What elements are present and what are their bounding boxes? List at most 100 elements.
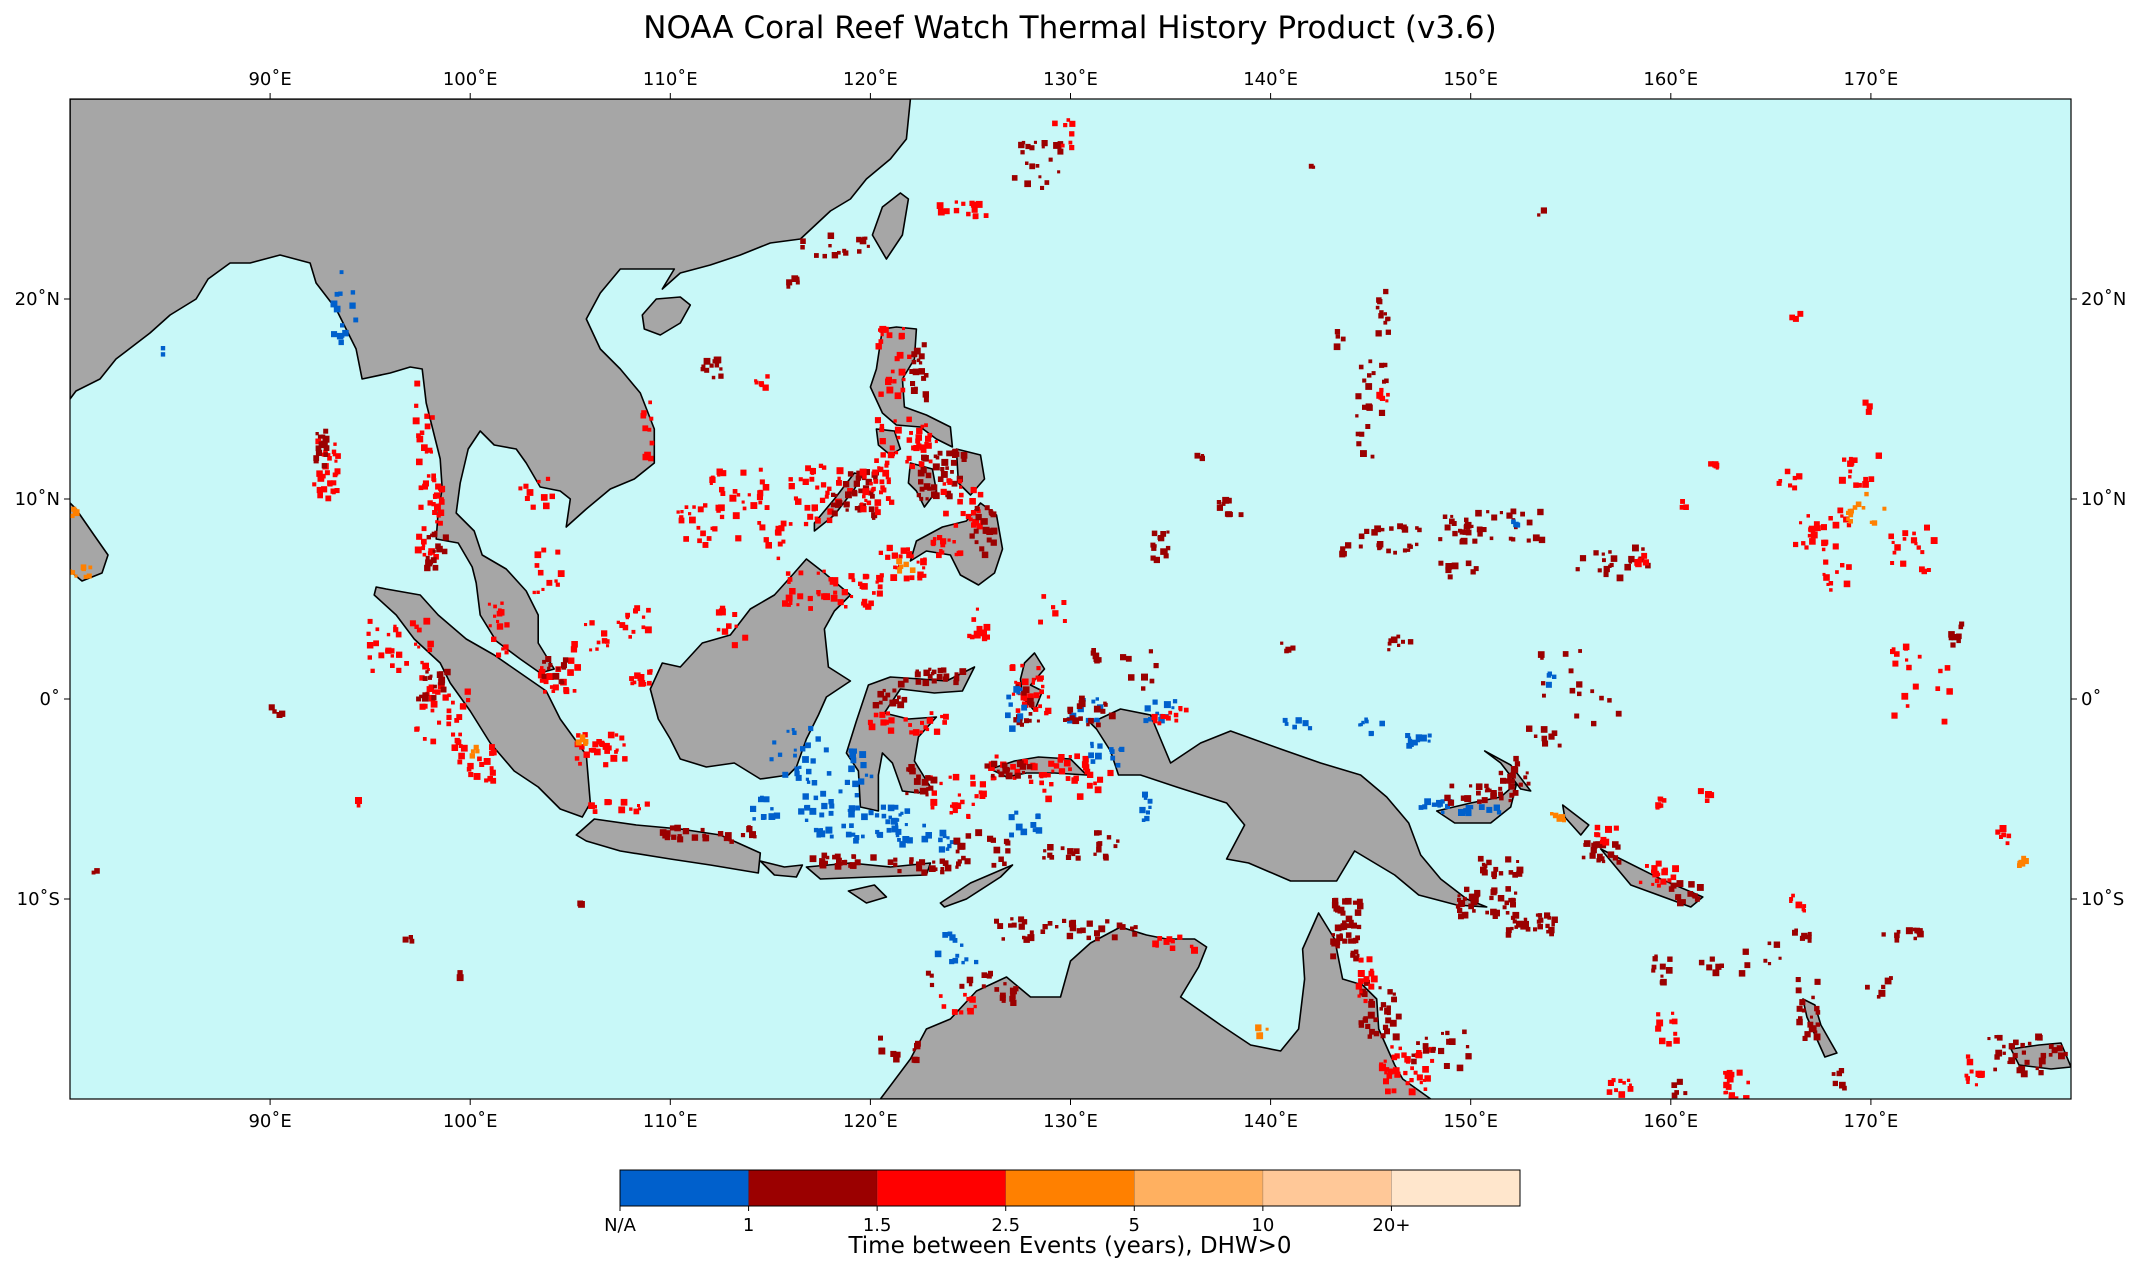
reef-pixel — [526, 489, 534, 496]
reef-pixel — [1778, 956, 1782, 960]
reef-pixel — [906, 547, 910, 552]
reef-pixel — [940, 550, 945, 555]
colorbar-tick-label: N/A — [604, 1215, 637, 1236]
reef-pixel — [1462, 896, 1467, 901]
reef-pixel — [71, 506, 77, 512]
reef-pixel — [952, 938, 958, 943]
reef-cluster-blue — [160, 346, 166, 357]
reef-cluster-dark-red — [969, 505, 998, 559]
reef-pixel — [1505, 932, 1512, 938]
reef-pixel — [861, 813, 868, 821]
reef-pixel — [1157, 535, 1162, 540]
reef-pixel — [1023, 936, 1030, 943]
reef-pixel — [1019, 763, 1027, 770]
reef-pixel — [1807, 934, 1812, 940]
reef-pixel — [729, 494, 737, 502]
reef-pixel — [419, 675, 425, 681]
reef-pixel — [774, 529, 780, 535]
reef-pixel — [1148, 649, 1153, 654]
reef-pixel — [488, 624, 492, 628]
reef-pixel — [732, 489, 738, 494]
reef-pixel — [854, 835, 860, 841]
reef-pixel — [1540, 726, 1548, 733]
reef-pixel — [1613, 825, 1619, 831]
reef-pixel — [893, 419, 897, 423]
reef-pixel — [1391, 1054, 1398, 1061]
reef-cluster-dark-red — [1090, 648, 1102, 664]
reef-pixel — [931, 484, 938, 491]
reef-cluster-dark-red — [1668, 880, 1704, 907]
reef-pixel — [754, 380, 759, 385]
reef-pixel — [758, 796, 764, 803]
reef-pixel — [1373, 1030, 1380, 1037]
land-solomons — [1600, 848, 1704, 908]
reef-pixel — [446, 721, 452, 727]
reef-pixel — [393, 627, 399, 633]
reef-pixel — [1345, 915, 1353, 923]
lon-label-top: 110˚E — [643, 69, 698, 90]
reef-pixel — [1390, 1045, 1394, 1049]
reef-pixel — [896, 351, 904, 359]
reef-pixel — [552, 672, 560, 680]
reef-pixel — [554, 579, 558, 583]
reef-pixel — [1709, 956, 1715, 962]
reef-pixel — [426, 668, 430, 671]
reef-pixel — [74, 574, 78, 578]
reef-pixel — [420, 660, 424, 665]
reef-pixel — [1540, 656, 1544, 660]
reef-pixel — [1068, 767, 1072, 772]
reef-pixel — [1379, 720, 1385, 727]
reef-pixel — [1415, 542, 1419, 547]
reef-pixel — [594, 748, 601, 756]
reef-cluster-red — [518, 476, 555, 510]
reef-cluster-red — [782, 569, 830, 611]
reef-pixel — [1796, 901, 1801, 906]
reef-pixel — [1333, 343, 1341, 351]
reef-pixel — [960, 511, 966, 517]
lon-label-bottom: 120˚E — [843, 1111, 898, 1132]
reef-pixel — [1047, 844, 1054, 851]
reef-pixel — [1553, 813, 1557, 818]
reef-pixel — [1575, 567, 1580, 572]
lon-label-top: 140˚E — [1243, 69, 1298, 90]
reef-pixel — [939, 858, 945, 864]
reef-pixel — [926, 787, 930, 791]
reef-pixel — [493, 614, 497, 618]
reef-pixel — [416, 435, 424, 443]
reef-pixel — [782, 600, 789, 607]
reef-pixel — [877, 584, 883, 590]
reef-pixel — [1368, 983, 1375, 990]
colorbar-swatch — [1005, 1170, 1135, 1206]
reef-pixel — [990, 837, 996, 843]
reef-pixel — [340, 323, 345, 328]
reef-pixel — [1097, 743, 1103, 749]
reef-pixel — [915, 434, 922, 441]
reef-pixel — [1378, 313, 1384, 319]
reef-pixel — [1810, 1028, 1815, 1033]
reef-pixel — [1153, 544, 1157, 548]
reef-pixel — [1438, 560, 1444, 566]
reef-pixel — [756, 494, 763, 501]
reef-pixel — [331, 449, 337, 454]
reef-pixel — [1048, 760, 1055, 767]
reef-cluster-dark-red — [1505, 912, 1558, 938]
reef-pixel — [537, 672, 545, 679]
reef-pixel — [1364, 979, 1370, 986]
reef-pixel — [332, 452, 337, 457]
reef-pixel — [1680, 899, 1686, 905]
reef-pixel — [823, 747, 829, 753]
reef-pixel — [334, 488, 340, 494]
reef-pixel — [824, 494, 829, 499]
reef-pixel — [909, 575, 915, 581]
reef-pixel — [923, 483, 931, 490]
reef-pixel — [1914, 927, 1920, 934]
reef-pixel — [1601, 552, 1605, 556]
reef-pixel — [1370, 731, 1374, 736]
reef-pixel — [1864, 491, 1869, 497]
reef-pixel — [1493, 909, 1500, 917]
reef-pixel — [952, 540, 956, 544]
reef-pixel — [959, 1010, 964, 1015]
reef-pixel — [928, 785, 934, 791]
reef-pixel — [1228, 512, 1233, 517]
reef-pixel — [1363, 976, 1370, 983]
